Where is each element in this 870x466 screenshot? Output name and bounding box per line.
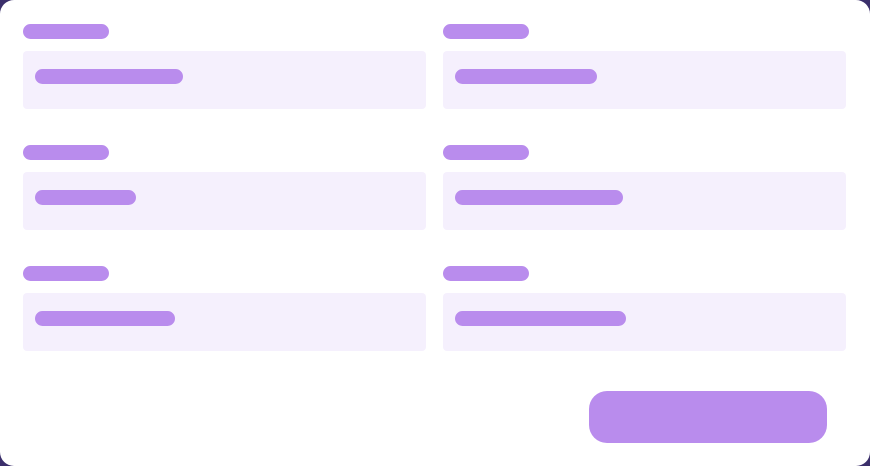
input-value	[455, 69, 597, 84]
text-input[interactable]	[443, 293, 846, 351]
input-value	[455, 311, 626, 326]
field-label	[443, 266, 529, 281]
text-input[interactable]	[23, 293, 426, 351]
field-label	[23, 24, 109, 39]
field-label	[443, 24, 529, 39]
text-input[interactable]	[23, 51, 426, 109]
submit-button[interactable]	[589, 391, 827, 443]
text-input[interactable]	[443, 51, 846, 109]
text-input[interactable]	[443, 172, 846, 230]
input-value	[35, 311, 175, 326]
input-value	[455, 190, 623, 205]
form-field-5	[23, 266, 426, 351]
input-value	[35, 190, 136, 205]
text-input[interactable]	[23, 172, 426, 230]
form-field-3	[23, 145, 426, 230]
input-value	[35, 69, 183, 84]
form-field-4	[443, 145, 846, 230]
field-label	[443, 145, 529, 160]
form-field-1	[23, 24, 426, 109]
field-label	[23, 145, 109, 160]
field-label	[23, 266, 109, 281]
form-field-2	[443, 24, 846, 109]
form-field-6	[443, 266, 846, 351]
